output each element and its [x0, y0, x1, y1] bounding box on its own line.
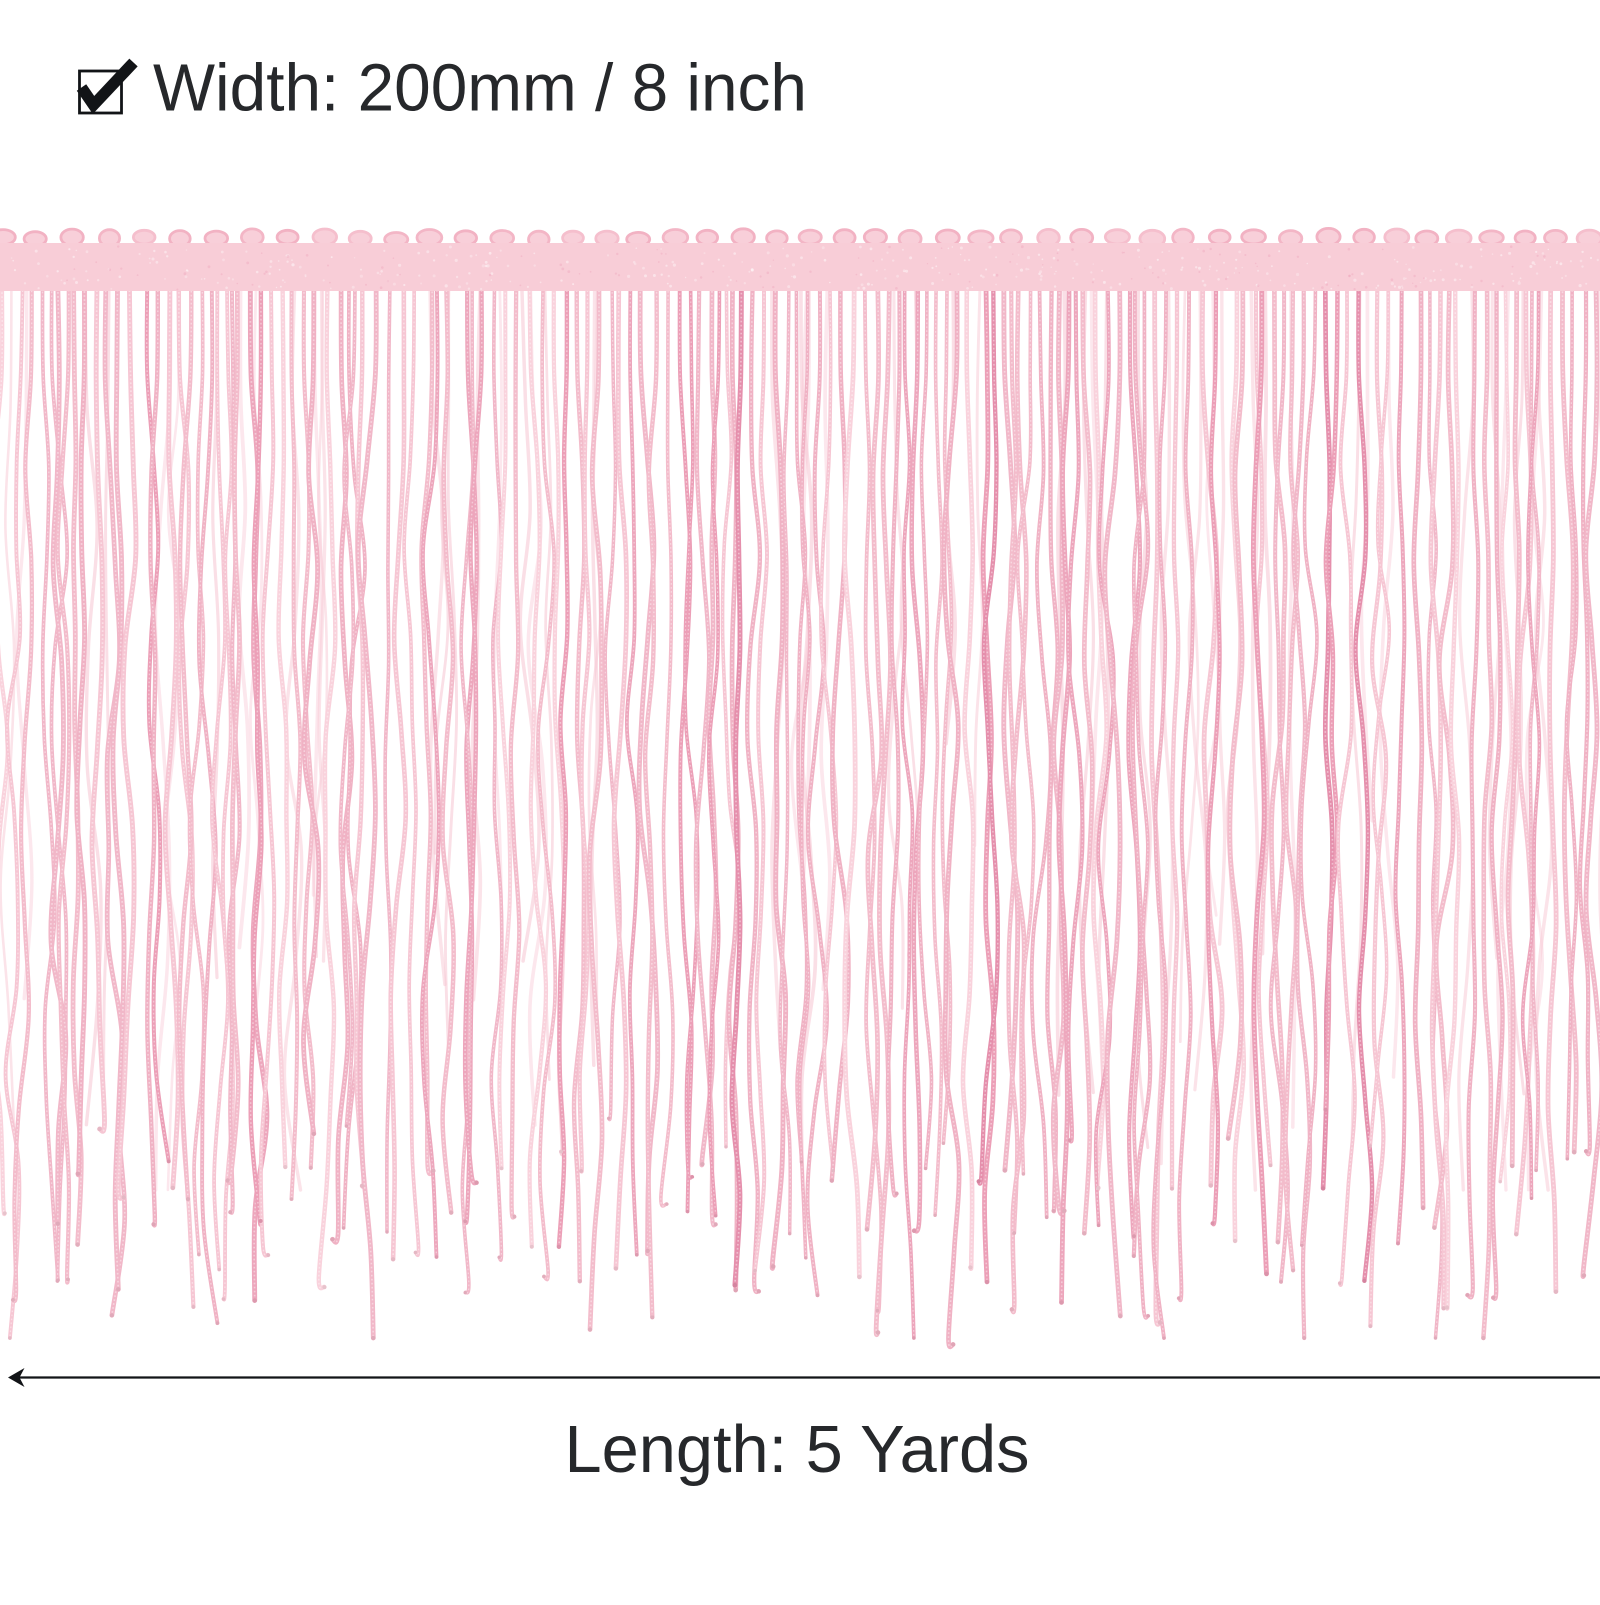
svg-text:Width: 200mm / 8 inch: Width: 200mm / 8 inch — [153, 51, 807, 126]
svg-text:Length: 5 Yards: Length: 5 Yards — [565, 1412, 1030, 1487]
